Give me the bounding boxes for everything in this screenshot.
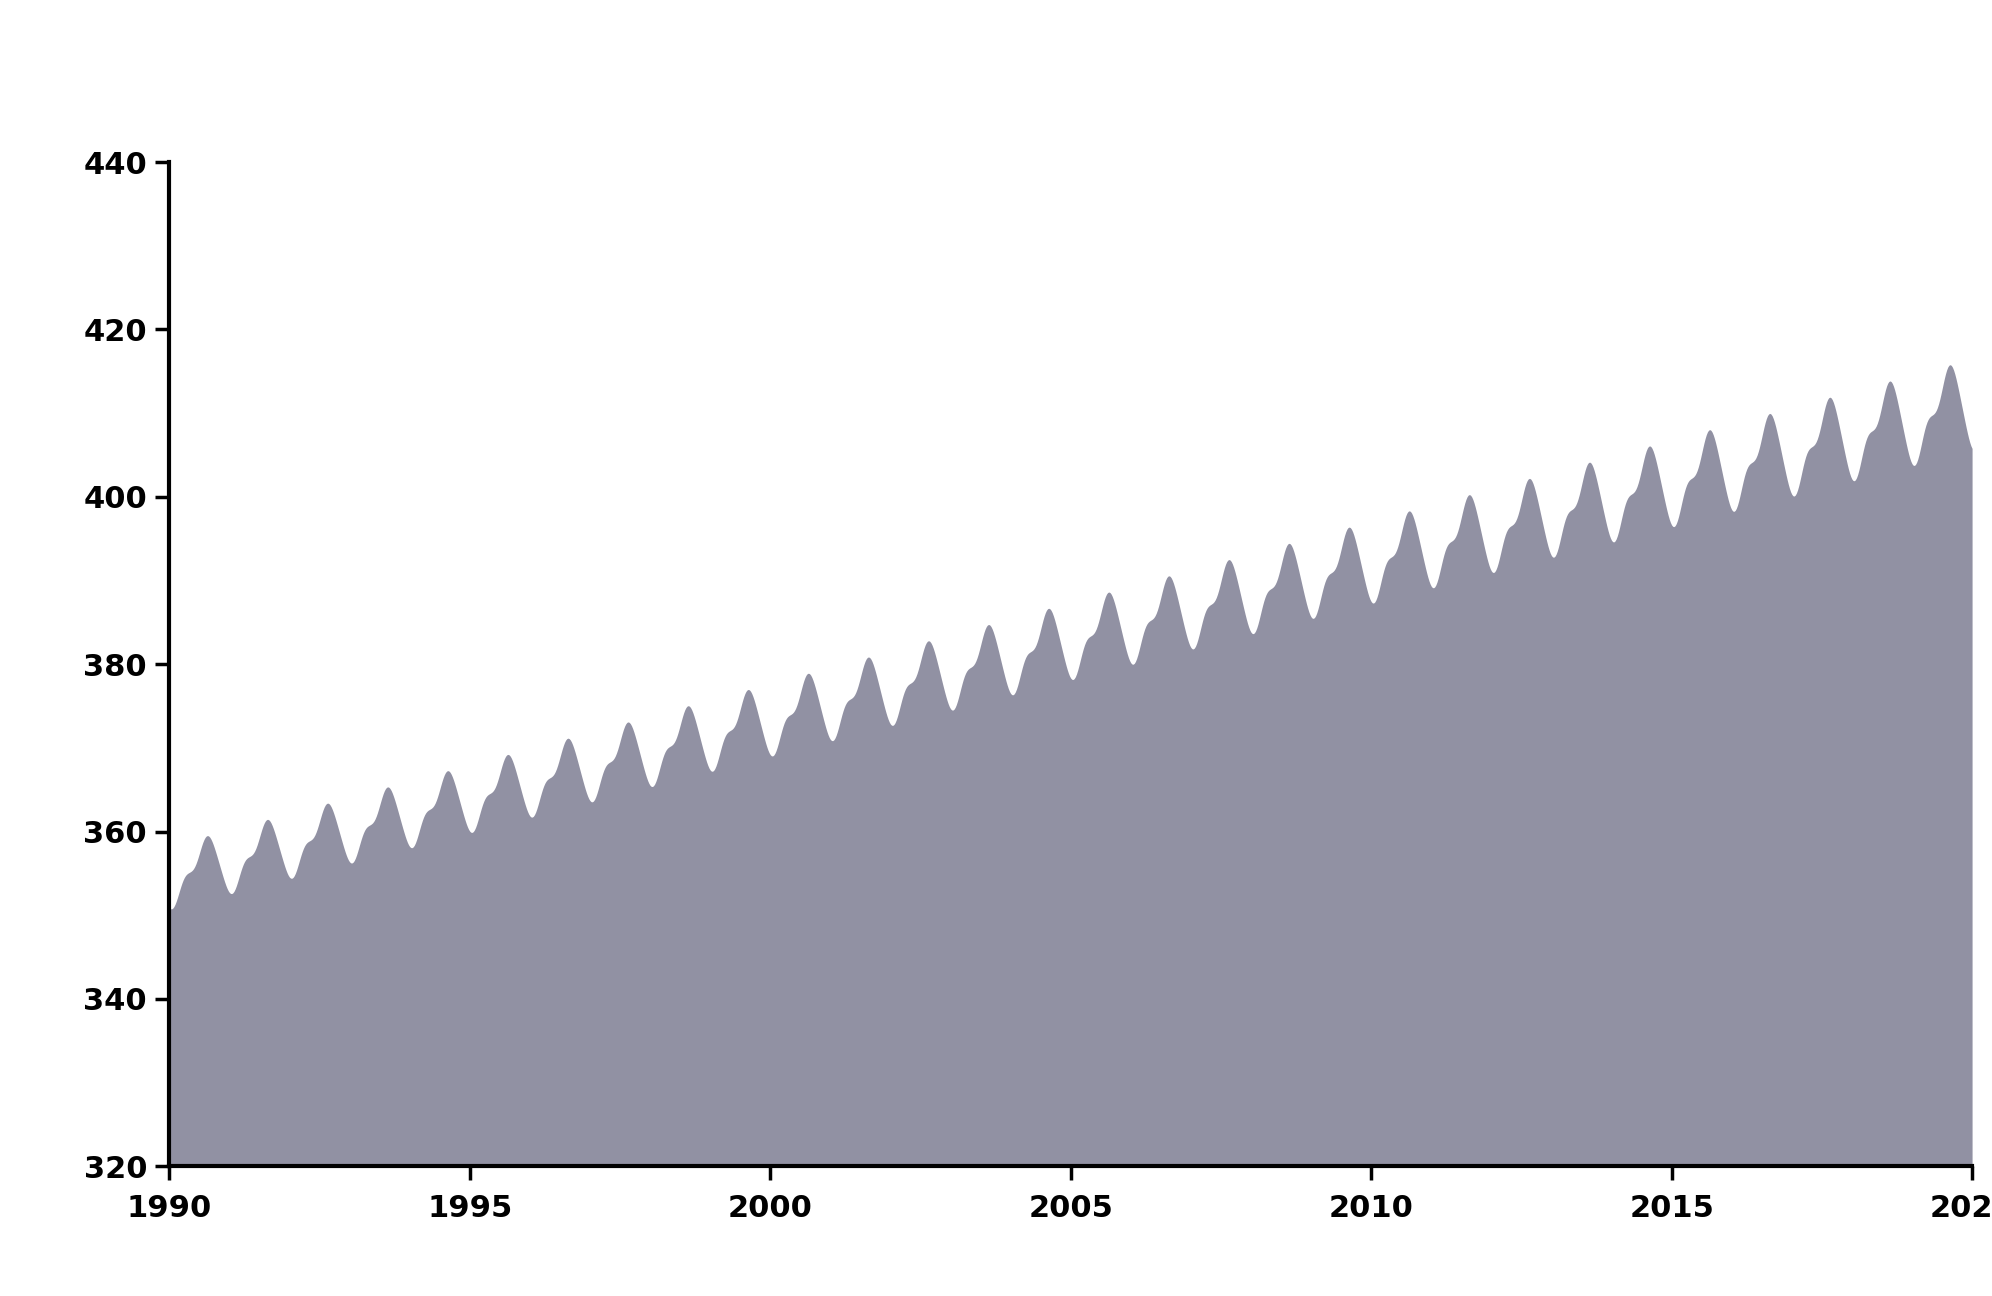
Text: CO2 concentrations in the atmosphere (parts per million): CO2 concentrations in the atmosphere (pa… bbox=[84, 57, 1618, 101]
